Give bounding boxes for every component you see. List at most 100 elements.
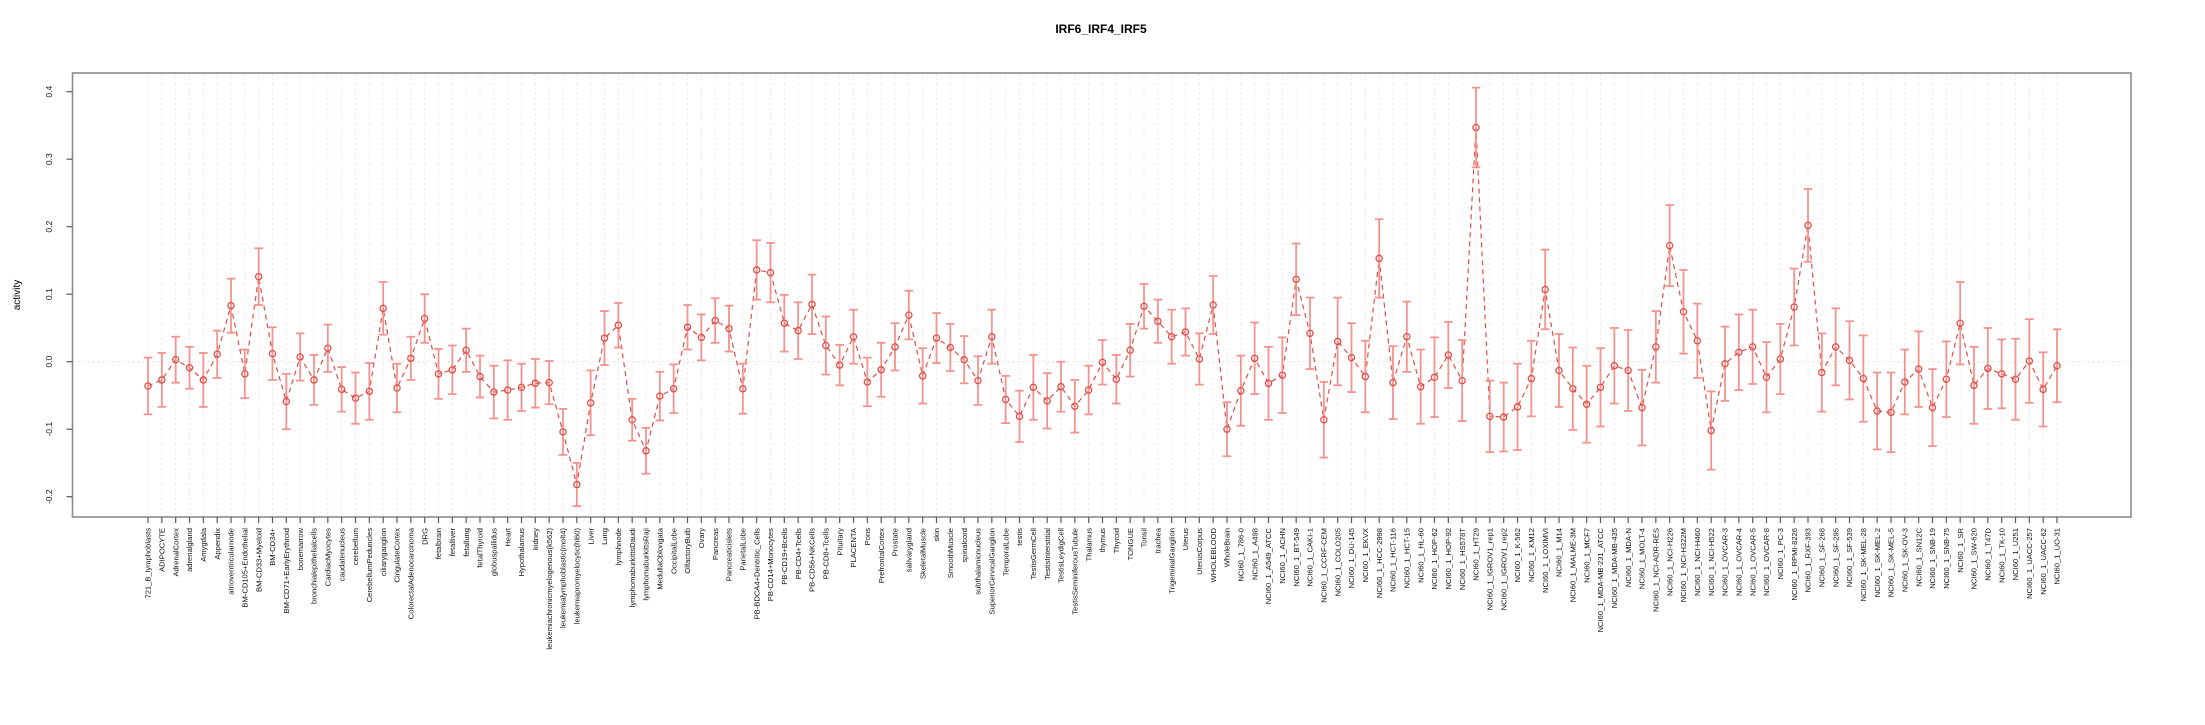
- data-point: [614, 321, 623, 329]
- data-point: [780, 319, 789, 327]
- data-point: [171, 355, 180, 364]
- x-tick-label: BM-CD34+: [268, 527, 277, 565]
- data-point: [1181, 328, 1190, 336]
- x-tick-label: NCI60_1_OVCAR-3: [1721, 528, 1730, 596]
- data-point: [213, 350, 221, 359]
- data-point: [1569, 384, 1577, 393]
- data-points: [144, 123, 2061, 489]
- x-tick-label: NCI60_1_OVCAR-8: [1762, 528, 1771, 596]
- plot-border: [71, 72, 2132, 518]
- x-tick-label: ColorectalAdenocarcinoma: [407, 527, 416, 619]
- x-tick-label: NCI60_1_NCI-H522: [1707, 528, 1716, 596]
- data-point: [1472, 123, 1480, 132]
- x-tick-label: TestisSeminiferousTubule: [1071, 528, 1080, 615]
- x-tick-label: Pancreaticislets: [725, 528, 734, 581]
- x-tick-label: PB-CD8+Tcells: [822, 528, 831, 579]
- data-point: [282, 397, 291, 406]
- y-tick-label: 0.2: [44, 221, 54, 233]
- x-tick-label: NCI60_1_CAKI-1: [1306, 528, 1315, 587]
- data-point: [822, 341, 830, 350]
- data-point: [1804, 221, 1812, 230]
- x-tick-label: WholeBrain: [1223, 528, 1232, 567]
- data-point: [2011, 375, 2020, 383]
- x-tick-label: subthalamicnucleus: [974, 528, 983, 595]
- x-tick-label: OccipitalLobe: [669, 528, 678, 574]
- data-point: [1831, 343, 1840, 351]
- data-point: [1043, 397, 1051, 405]
- data-point: [1845, 356, 1854, 365]
- data-point: [905, 311, 913, 319]
- data-point: [296, 353, 304, 361]
- x-tick-label: fetalThyroid: [476, 528, 485, 568]
- x-tick-label: NCI60_1_RXF-393: [1804, 528, 1813, 593]
- data-point: [1582, 400, 1591, 408]
- x-tick-label: ADIPOCYTE: [158, 528, 167, 572]
- x-tick-label: cerebellum: [351, 528, 360, 565]
- x-tick-label: globuspallidus: [490, 528, 499, 576]
- x-tick-label: TemporalLobe: [1001, 528, 1010, 576]
- x-tick-label: Liver: [586, 528, 595, 545]
- data-point: [2039, 385, 2047, 394]
- x-tick-label: NCI60_1_MDA-MB-231_ATCC: [1596, 527, 1605, 632]
- data-point: [1707, 426, 1715, 435]
- x-tick-label: NCI60_1_SF-539: [1845, 528, 1854, 587]
- data-point: [1375, 254, 1383, 263]
- data-point: [1278, 371, 1287, 379]
- data-point: [1776, 355, 1785, 363]
- data-point: [227, 301, 235, 310]
- x-tick-label: BM-CD105+Endothelial: [241, 528, 250, 608]
- x-tick-label: NCI60_1_IGROV1_rep1: [1486, 528, 1495, 610]
- data-point: [877, 366, 885, 374]
- x-tick-label: NCI60_1_RPMI-8226: [1790, 528, 1799, 601]
- x-tick-label: Lung: [600, 528, 609, 545]
- data-point: [600, 334, 609, 342]
- data-point: [1306, 329, 1314, 338]
- x-tick-label: NCI60_1_UACC-62: [2039, 528, 2048, 595]
- data-point: [1679, 307, 1688, 316]
- data-point: [752, 266, 761, 274]
- x-tick-label: NCI60_1_SNB-19: [1928, 528, 1937, 589]
- x-tick-label: NCI60_1_NCI-ADR-RES: [1652, 528, 1661, 612]
- data-point: [1361, 372, 1370, 381]
- data-point: [1057, 382, 1065, 391]
- data-point: [946, 343, 955, 352]
- gridlines: [72, 73, 2131, 517]
- data-point: [420, 314, 429, 323]
- x-tick-label: DRG: [420, 528, 429, 545]
- x-tick-label: NCI60_1_DU-145: [1347, 528, 1356, 588]
- data-point: [1444, 351, 1453, 359]
- x-tick-label: NCI60_1_MDA-N: [1624, 528, 1633, 587]
- x-tick-label: Uterus: [1181, 528, 1190, 551]
- x-tick-label: TestisLeydigCell: [1057, 528, 1066, 583]
- data-point: [1403, 332, 1411, 341]
- x-tick-label: PB-BDCA4+Dentritic_Cells: [752, 528, 761, 620]
- x-tick-label: atrioventricularnode: [227, 528, 236, 595]
- x-tick-label: SkeletalMuscle: [918, 528, 927, 579]
- data-point: [1513, 403, 1522, 411]
- x-tick-label: Thyroid: [1112, 528, 1121, 553]
- data-point: [988, 332, 996, 341]
- x-tick-label: salivarygland: [905, 528, 914, 572]
- data-point: [808, 300, 816, 309]
- x-tick-label: spinalcord: [960, 528, 969, 563]
- data-point: [1140, 302, 1148, 311]
- x-tick-label: NCI60_1_NCI-H226: [1665, 528, 1674, 596]
- data-point: [1292, 275, 1300, 284]
- x-tick-label: NCI60_1_EKVX: [1361, 528, 1370, 582]
- y-axis-title: activity: [12, 280, 23, 311]
- x-tick-label: PB-CD4+Tcells: [794, 528, 803, 579]
- x-tick-label: NCI60_1_OVCAR-5: [1748, 528, 1757, 596]
- data-point: [656, 392, 664, 400]
- x-tick-label: NCI60_1_IGROV1_rep2: [1499, 528, 1508, 610]
- x-tick-label: OlfactoryBulb: [683, 528, 692, 574]
- x-tick-label: NCI60_1_UACC-257: [2025, 528, 2034, 599]
- data-point: [918, 372, 927, 380]
- data-point: [1029, 383, 1038, 392]
- data-point: [1347, 353, 1356, 362]
- data-point: [642, 447, 650, 455]
- x-tick-label: NCI60_1_SK-MEL-28: [1859, 528, 1868, 601]
- x-tick-label: fetalbrain: [434, 528, 443, 559]
- data-point: [393, 384, 401, 392]
- x-tick-label: Ovary: [697, 528, 706, 548]
- x-tick-label: NCI60_1_ACHN: [1278, 528, 1287, 584]
